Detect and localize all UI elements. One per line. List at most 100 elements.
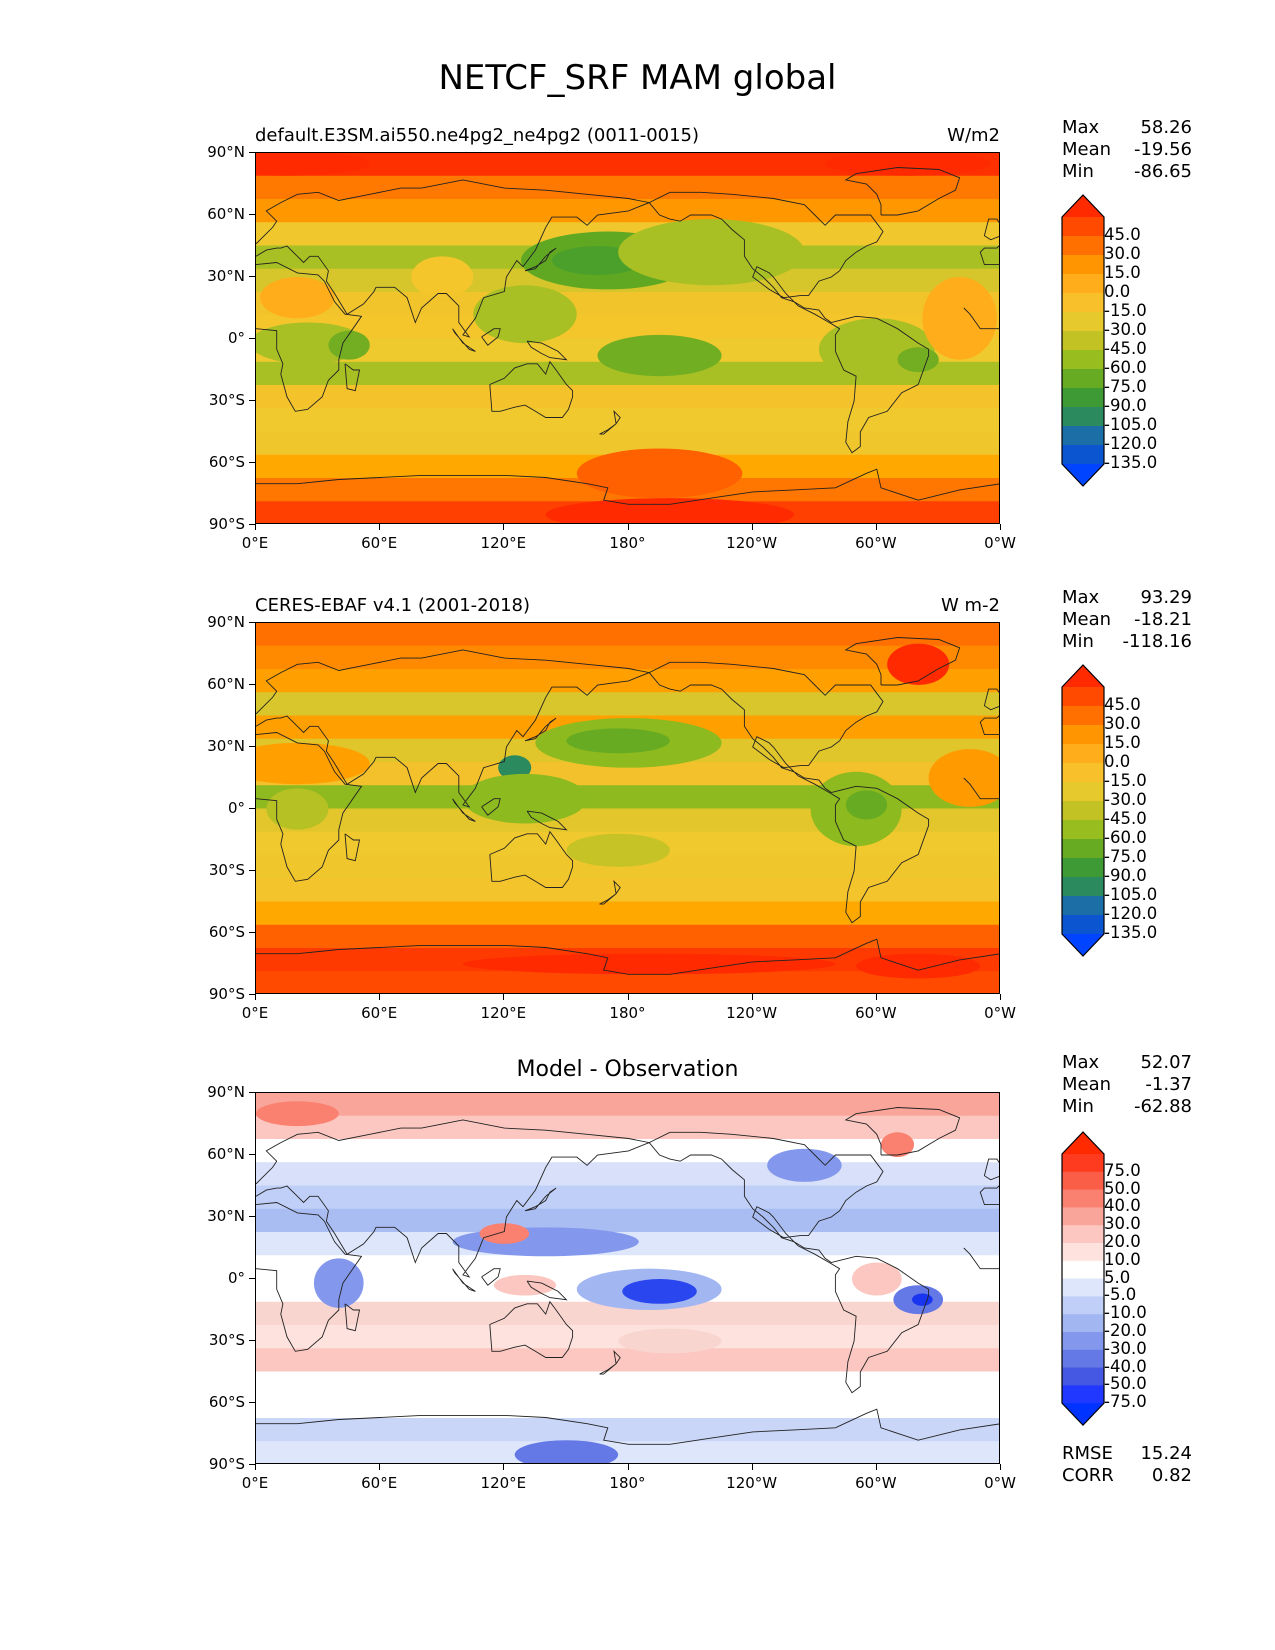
lat-zone — [256, 408, 999, 433]
colorbar-tick-label: -120.0 — [1104, 904, 1158, 923]
field-anomaly — [576, 448, 743, 499]
lat-zone — [256, 645, 999, 670]
field-anomaly — [473, 285, 577, 344]
colorbar-segment — [1062, 1296, 1104, 1315]
y-tick-mark — [249, 1402, 255, 1403]
x-tick-label: 180° — [609, 1004, 646, 1022]
colorbar-tick-label: 30.0 — [1104, 714, 1141, 733]
field-anomaly — [845, 790, 888, 820]
y-tick-mark — [249, 462, 255, 463]
colorbar-outline — [1061, 664, 1105, 957]
colorbar-tick-label: 10.0 — [1104, 1249, 1141, 1269]
colorbar-svg — [1061, 1131, 1105, 1427]
lat-zone — [256, 1208, 999, 1233]
y-tick-label: 60°N — [207, 1145, 245, 1163]
field-anomaly — [411, 256, 474, 298]
colorbar-extend-max — [1062, 1132, 1104, 1154]
colorbar-segment — [1062, 445, 1104, 465]
x-tick-label: 0°E — [241, 1004, 269, 1022]
lat-zone — [256, 924, 999, 949]
colorbar-tick-label: -120.0 — [1104, 434, 1158, 453]
colorbar-tick-label: -15.0 — [1104, 771, 1147, 790]
colorbar-segment — [1062, 877, 1104, 897]
colorbar-tick-label: -75.0 — [1104, 847, 1147, 866]
x-tick-label: 120°W — [726, 1474, 778, 1492]
coastline — [481, 1268, 501, 1286]
coastline — [256, 262, 363, 412]
colorbar-extend-min — [1062, 1403, 1104, 1426]
lat-zone — [256, 878, 999, 903]
colorbar-extend-max — [1062, 195, 1104, 217]
field-anomaly — [912, 1293, 933, 1306]
colorbar-tick-label: -30.0 — [1104, 320, 1147, 339]
colorbar-segment — [1062, 1349, 1104, 1369]
y-tick-mark — [249, 1278, 255, 1279]
lat-zone — [256, 1162, 999, 1187]
field-anomaly — [256, 1101, 339, 1127]
x-tick-label: 180° — [609, 1474, 646, 1492]
lat-zone — [256, 1418, 999, 1443]
field-anomaly — [825, 153, 991, 176]
colorbar-tick-label: -90.0 — [1104, 866, 1147, 885]
coastline — [648, 191, 930, 454]
stat-row-max: Max 58.26 — [1062, 117, 1192, 138]
x-tick-label: 60°W — [855, 1474, 897, 1492]
colorbar-segment — [1062, 312, 1104, 332]
coastline — [983, 688, 999, 711]
stats-box: Max 52.07 Mean -1.37 Min -62.88 — [1062, 1052, 1192, 1118]
colorbar-segment — [1062, 1367, 1104, 1386]
field-anomaly — [493, 1274, 557, 1296]
x-tick-label: 60°W — [855, 1004, 897, 1022]
map-frame — [255, 152, 1000, 524]
field-anomaly — [566, 833, 670, 867]
y-tick-label: 30°N — [207, 267, 245, 285]
x-tick-mark — [751, 1464, 753, 1470]
stats-box: Max 58.26 Mean -19.56 Min -86.65 — [1062, 117, 1192, 183]
colorbar-segment — [1062, 1314, 1104, 1333]
coastline — [524, 1187, 557, 1212]
coastline — [256, 179, 651, 338]
colorbar-outline — [1061, 194, 1105, 487]
colorbar-tick-label: 15.0 — [1104, 733, 1141, 752]
field-anomaly — [856, 953, 981, 979]
coastline — [526, 340, 568, 361]
colorbar-tick-label: -75.0 — [1104, 1392, 1147, 1412]
y-tick-mark — [249, 1154, 255, 1155]
coastline — [599, 409, 621, 435]
skill-stats: RMSE 15.24 CORR 0.82 — [1062, 1443, 1192, 1487]
x-tick-label: 0°E — [241, 534, 269, 552]
colorbar-tick-label: -135.0 — [1104, 923, 1158, 942]
coastline — [979, 1185, 999, 1206]
map-frame — [255, 1092, 1000, 1464]
coastline — [256, 468, 999, 505]
field-anomaly — [928, 749, 999, 807]
field-anomaly — [767, 1148, 842, 1182]
y-tick-label: 30°N — [207, 737, 245, 755]
field-anomaly — [545, 498, 795, 523]
x-tick-mark — [627, 1464, 629, 1470]
stat-row-mean: Mean -18.21 — [1062, 609, 1192, 630]
map-field — [256, 153, 999, 523]
x-tick-label: 120°E — [480, 534, 527, 552]
colorbar-tick-label: 20.0 — [1104, 1232, 1141, 1251]
colorbar-tick-label: 0.0 — [1104, 752, 1131, 771]
colorbar-tick-label: 45.0 — [1104, 695, 1141, 714]
coastline — [979, 245, 999, 266]
coastline — [256, 732, 363, 882]
coastline — [489, 360, 574, 418]
coastline — [481, 798, 501, 816]
colorbar-segment — [1062, 369, 1104, 389]
stat-row-max: Max 52.07 — [1062, 1052, 1192, 1073]
x-tick-label: 60°W — [855, 534, 897, 552]
y-tick-mark — [249, 870, 255, 871]
lat-zone — [256, 1394, 999, 1419]
colorbar-segment — [1062, 744, 1104, 764]
colorbar-tick-label: -75.0 — [1104, 377, 1147, 396]
colorbar-segment — [1062, 1385, 1104, 1404]
colorbar-tick-label: -40.0 — [1104, 1356, 1147, 1376]
x-tick-mark — [503, 524, 505, 530]
y-tick-mark — [249, 994, 255, 995]
colorbar-segment — [1062, 896, 1104, 916]
colorbar-segment — [1062, 725, 1104, 745]
field-anomaly — [514, 1440, 619, 1463]
